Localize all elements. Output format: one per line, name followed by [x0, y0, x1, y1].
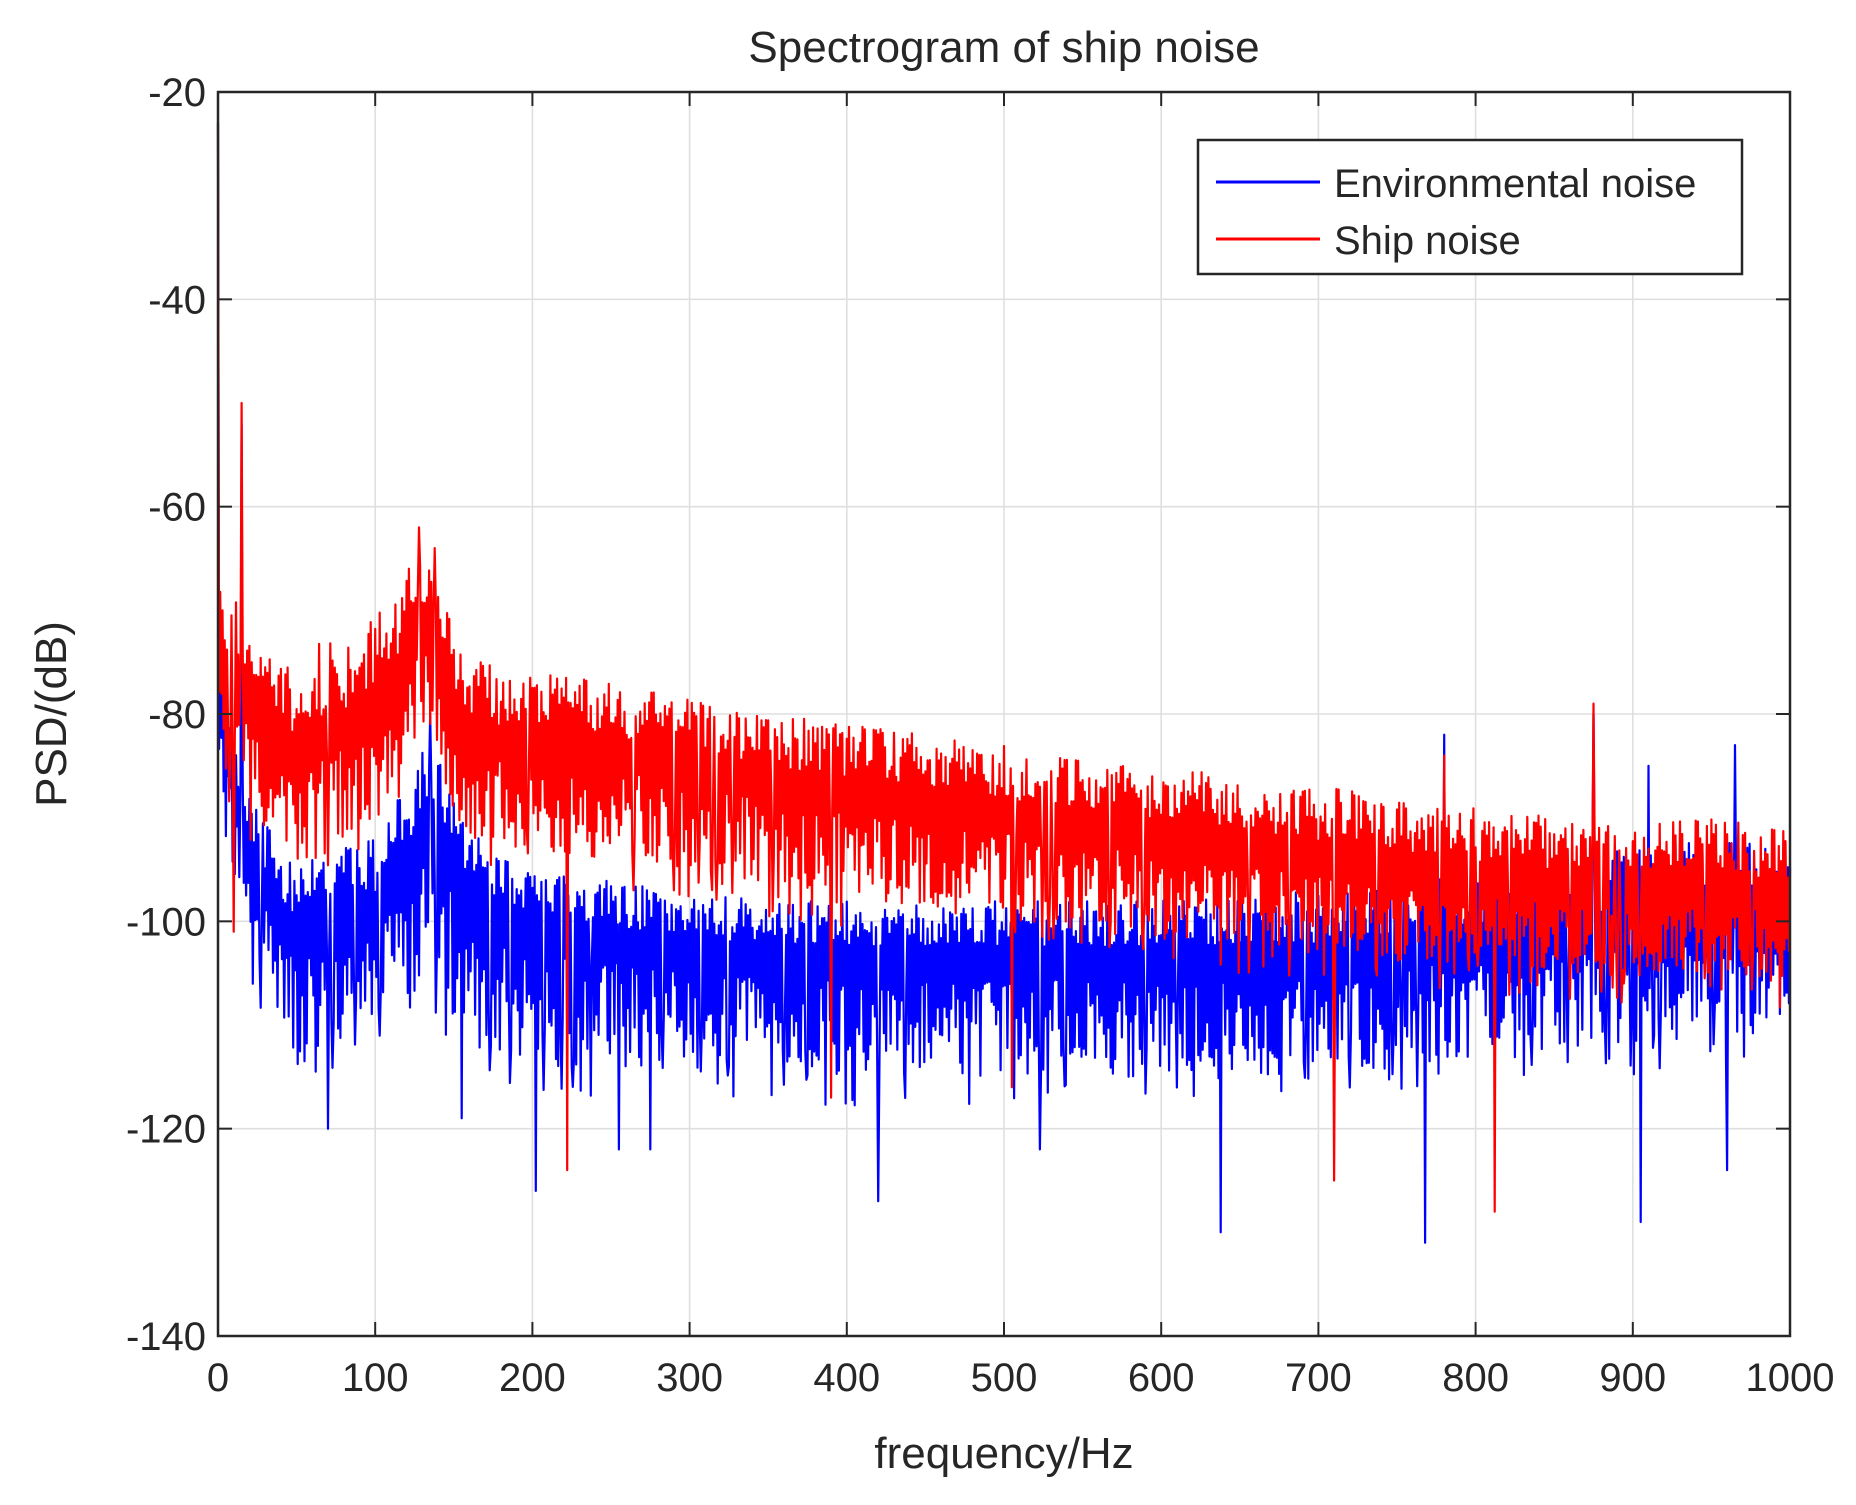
x-tick-label: 1000 [1746, 1356, 1835, 1400]
x-tick-label: 800 [1442, 1356, 1509, 1400]
chart-title: Spectrogram of ship noise [748, 23, 1259, 72]
x-tick-label: 700 [1285, 1356, 1352, 1400]
x-tick-label: 900 [1599, 1356, 1666, 1400]
legend-box [1196, 138, 1744, 276]
tick-labels: 0 100 200 300 400 500 600 700 800 900 1000 -20 -40 -6… [126, 71, 1835, 1400]
x-tick-label: 300 [656, 1356, 723, 1400]
legend-label-ship-noise: Ship noise [1334, 219, 1521, 263]
x-tick-label: 0 [207, 1356, 229, 1400]
legend: Environmental noise Ship noise [1196, 138, 1744, 276]
y-tick-label: -140 [126, 1315, 206, 1359]
x-tick-label: 100 [342, 1356, 409, 1400]
y-tick-label: -100 [126, 900, 206, 944]
ticks [217, 91, 1791, 1337]
x-tick-label: 600 [1128, 1356, 1195, 1400]
y-tick-label: -60 [148, 486, 206, 530]
series-line-environmental-noise [216, 123, 1792, 1244]
y-tick-label: -20 [148, 71, 206, 115]
series-line-ship-noise [216, 123, 1792, 1213]
x-tick-label: 500 [971, 1356, 1038, 1400]
x-tick-label: 200 [499, 1356, 566, 1400]
y-tick-label: -40 [148, 278, 206, 322]
x-axis-label: frequency/Hz [874, 1429, 1133, 1478]
legend-label-environmental-noise: Environmental noise [1334, 162, 1696, 206]
series-layer [216, 123, 1792, 1244]
x-tick-label: 400 [813, 1356, 880, 1400]
y-tick-label: -120 [126, 1108, 206, 1152]
y-axis-label: PSD/(dB) [27, 621, 76, 807]
y-tick-label: -80 [148, 693, 206, 737]
